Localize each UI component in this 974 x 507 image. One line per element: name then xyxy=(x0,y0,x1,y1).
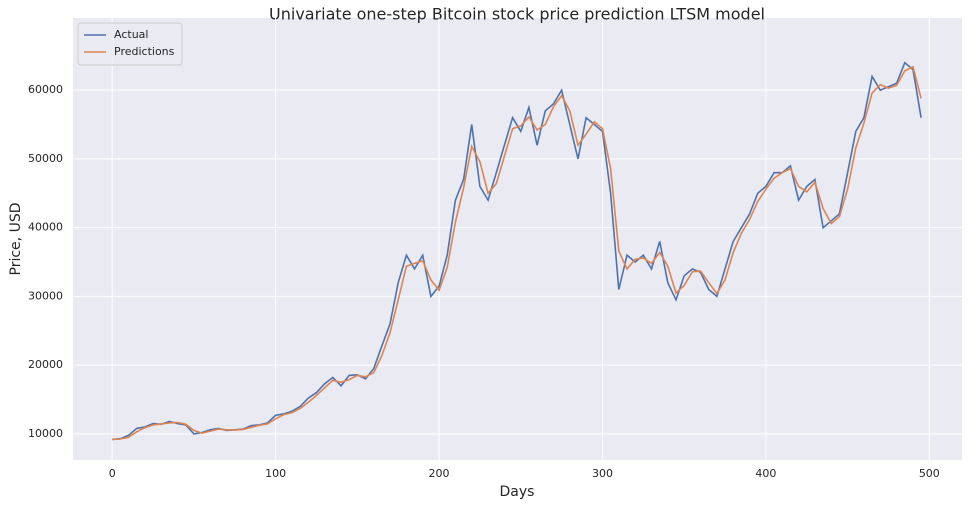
y-tick-label: 40000 xyxy=(28,221,63,234)
x-tick-label: 100 xyxy=(265,467,286,480)
line-series xyxy=(112,61,922,441)
y-tick-label: 50000 xyxy=(28,152,63,165)
legend-label: Actual xyxy=(114,28,148,41)
x-tick-label: 0 xyxy=(109,467,116,480)
x-tick-label: 500 xyxy=(919,467,940,480)
y-axis-label: Price, USD xyxy=(8,203,24,276)
legend-box xyxy=(77,22,183,66)
y-tick-label: 10000 xyxy=(28,427,63,440)
line-series xyxy=(112,65,922,441)
x-axis-label: Days xyxy=(500,484,535,500)
y-tick-label: 20000 xyxy=(28,358,63,371)
x-tick-label: 400 xyxy=(755,467,776,480)
chart-title: Univariate one-step Bitcoin stock price … xyxy=(269,5,765,24)
x-tick-label: 300 xyxy=(592,467,613,480)
legend-label: Predictions xyxy=(114,45,175,58)
plot-area xyxy=(73,18,962,460)
y-tick-label: 60000 xyxy=(28,83,63,96)
y-tick-label: 30000 xyxy=(28,289,63,302)
legend: Actual Predictions xyxy=(77,22,183,66)
x-tick-label: 200 xyxy=(429,467,450,480)
